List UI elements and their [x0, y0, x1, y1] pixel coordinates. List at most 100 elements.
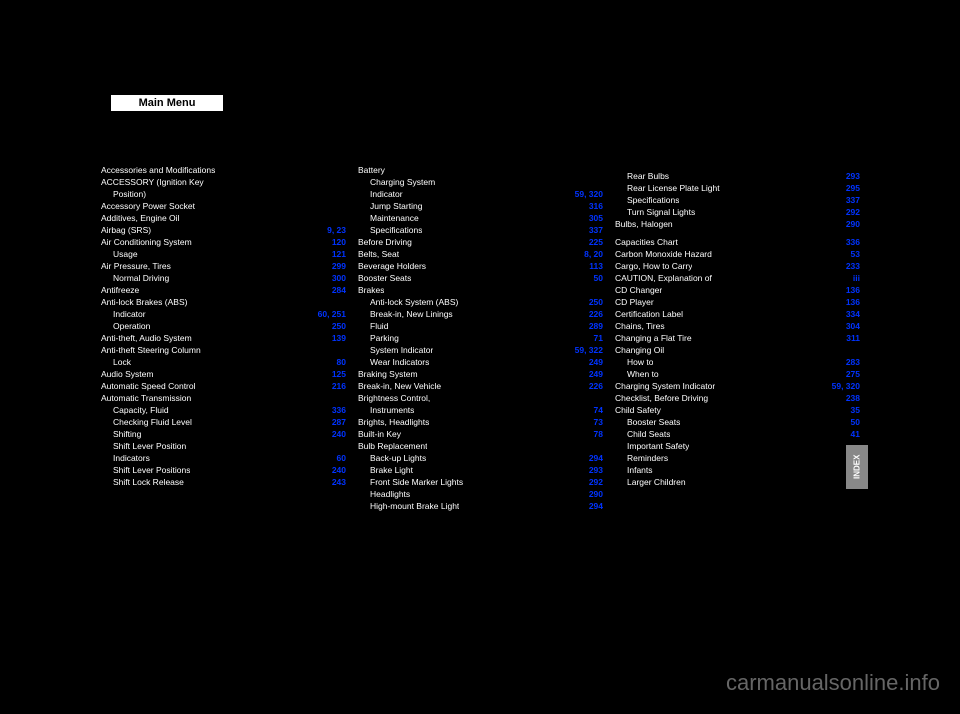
index-entry-page[interactable]: 305: [587, 212, 603, 224]
index-entry-page[interactable]: 136: [844, 296, 860, 308]
index-entry-page[interactable]: 290: [587, 488, 603, 500]
index-entry-page[interactable]: 71: [592, 332, 603, 344]
index-entry-page[interactable]: 240: [330, 464, 346, 476]
index-entry-page[interactable]: 250: [330, 320, 346, 332]
index-entry[interactable]: Checklist, Before Driving238: [615, 392, 860, 404]
index-entry[interactable]: Larger Children49: [615, 476, 860, 488]
index-entry[interactable]: Shift Lever Positions240: [101, 464, 346, 476]
index-entry-page[interactable]: 238: [844, 392, 860, 404]
index-entry-page[interactable]: 216: [330, 380, 346, 392]
index-entry[interactable]: Bulbs, Halogen290: [615, 218, 860, 230]
index-entry[interactable]: Beverage Holders113: [358, 260, 603, 272]
index-entry[interactable]: Braking System249: [358, 368, 603, 380]
index-entry[interactable]: Airbag (SRS)9, 23: [101, 224, 346, 236]
index-entry[interactable]: Rear License Plate Light295: [615, 182, 860, 194]
index-entry[interactable]: Front Side Marker Lights292: [358, 476, 603, 488]
index-entry-page[interactable]: 60, 251: [316, 308, 346, 320]
index-entry[interactable]: CD Player136: [615, 296, 860, 308]
index-entry[interactable]: System Indicator59, 322: [358, 344, 603, 356]
index-entry-page[interactable]: 9, 23: [325, 224, 346, 236]
index-entry[interactable]: Booster Seats50: [358, 272, 603, 284]
index-entry[interactable]: Specifications337: [615, 194, 860, 206]
index-entry-page[interactable]: 293: [587, 464, 603, 476]
index-entry[interactable]: Automatic Speed Control216: [101, 380, 346, 392]
index-entry-page[interactable]: 304: [844, 320, 860, 332]
index-entry[interactable]: Usage121: [101, 248, 346, 260]
index-entry[interactable]: Break-in, New Linings226: [358, 308, 603, 320]
index-entry[interactable]: Indicator59, 320: [358, 188, 603, 200]
index-entry-page[interactable]: 59, 320: [573, 188, 603, 200]
index-entry-page[interactable]: 41: [849, 428, 860, 440]
index-entry-page[interactable]: 294: [587, 500, 603, 512]
index-entry[interactable]: Instruments74: [358, 404, 603, 416]
index-entry[interactable]: Brights, Headlights73: [358, 416, 603, 428]
index-entry-page[interactable]: 250: [587, 296, 603, 308]
index-entry[interactable]: Anti-theft, Audio System139: [101, 332, 346, 344]
index-entry-page[interactable]: 295: [844, 182, 860, 194]
index-entry-page[interactable]: 233: [844, 260, 860, 272]
index-entry-page[interactable]: 35: [849, 404, 860, 416]
index-entry-page[interactable]: 249: [587, 368, 603, 380]
index-entry-page[interactable]: 316: [587, 200, 603, 212]
index-entry-page[interactable]: 74: [592, 404, 603, 416]
index-entry[interactable]: Certification Label334: [615, 308, 860, 320]
index-entry[interactable]: Charging System Indicator59, 320: [615, 380, 860, 392]
index-entry-page[interactable]: 113: [587, 260, 603, 272]
index-entry-page[interactable]: 336: [330, 404, 346, 416]
index-entry[interactable]: Child Seats41: [615, 428, 860, 440]
index-entry-page[interactable]: 60: [335, 452, 346, 464]
index-entry[interactable]: Brake Light293: [358, 464, 603, 476]
index-entry-page[interactable]: 287: [330, 416, 346, 428]
index-entry[interactable]: Parking71: [358, 332, 603, 344]
index-entry[interactable]: Jump Starting316: [358, 200, 603, 212]
index-entry[interactable]: Cargo, How to Carry233: [615, 260, 860, 272]
index-entry[interactable]: Changing a Flat Tire311: [615, 332, 860, 344]
index-entry[interactable]: Shifting240: [101, 428, 346, 440]
index-entry[interactable]: Specifications337: [358, 224, 603, 236]
index-entry-page[interactable]: 53: [849, 248, 860, 260]
index-entry-page[interactable]: 120: [330, 236, 346, 248]
index-entry[interactable]: When to275: [615, 368, 860, 380]
index-entry-page[interactable]: 125: [330, 368, 346, 380]
index-entry[interactable]: Capacities Chart336: [615, 236, 860, 248]
index-entry[interactable]: Checking Fluid Level287: [101, 416, 346, 428]
index-entry[interactable]: Infants40: [615, 464, 860, 476]
index-entry-page[interactable]: 240: [330, 428, 346, 440]
index-entry[interactable]: Fluid289: [358, 320, 603, 332]
index-entry-page[interactable]: 292: [844, 206, 860, 218]
index-entry-page[interactable]: 337: [587, 224, 603, 236]
index-entry[interactable]: Break-in, New Vehicle226: [358, 380, 603, 392]
index-entry-page[interactable]: 80: [335, 356, 346, 368]
main-menu-button[interactable]: Main Menu: [110, 94, 224, 112]
index-entry-page[interactable]: 292: [587, 476, 603, 488]
index-entry-page[interactable]: 299: [330, 260, 346, 272]
index-entry-page[interactable]: 226: [587, 308, 603, 320]
index-entry-page[interactable]: 275: [844, 368, 860, 380]
index-entry[interactable]: Reminders35: [615, 452, 860, 464]
index-entry-page[interactable]: 50: [592, 272, 603, 284]
index-entry-page[interactable]: 289: [587, 320, 603, 332]
index-entry[interactable]: Shift Lock Release243: [101, 476, 346, 488]
index-entry-page[interactable]: 59, 322: [573, 344, 603, 356]
index-entry-page[interactable]: 337: [844, 194, 860, 206]
index-entry[interactable]: Turn Signal Lights292: [615, 206, 860, 218]
index-entry-page[interactable]: 336: [844, 236, 860, 248]
index-entry-page[interactable]: 334: [844, 308, 860, 320]
index-entry[interactable]: Headlights290: [358, 488, 603, 500]
index-entry-page[interactable]: 290: [844, 218, 860, 230]
index-entry-page[interactable]: 300: [330, 272, 346, 284]
index-entry[interactable]: Lock80: [101, 356, 346, 368]
index-entry-page[interactable]: 225: [587, 236, 603, 248]
index-entry[interactable]: Chains, Tires304: [615, 320, 860, 332]
index-entry-page[interactable]: 139: [330, 332, 346, 344]
index-entry[interactable]: Carbon Monoxide Hazard53: [615, 248, 860, 260]
index-entry-page[interactable]: 73: [592, 416, 603, 428]
index-entry[interactable]: Before Driving225: [358, 236, 603, 248]
index-entry-page[interactable]: 59, 320: [830, 380, 860, 392]
index-entry[interactable]: Capacity, Fluid336: [101, 404, 346, 416]
index-entry[interactable]: CAUTION, Explanation ofiii: [615, 272, 860, 284]
index-entry-page[interactable]: 226: [587, 380, 603, 392]
index-entry[interactable]: Back-up Lights294: [358, 452, 603, 464]
index-entry[interactable]: Indicator60, 251: [101, 308, 346, 320]
index-entry-page[interactable]: 78: [592, 428, 603, 440]
